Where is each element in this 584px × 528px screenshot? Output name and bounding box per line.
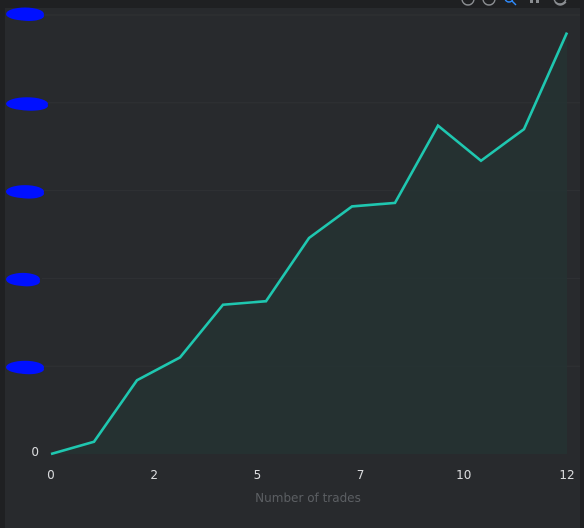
x-tick-label-7: 7 <box>357 468 365 482</box>
redacted-label-stroke-1 <box>14 364 44 375</box>
area-layer <box>51 32 567 455</box>
series-line <box>50 32 569 456</box>
data-point-6 <box>306 235 312 241</box>
x-tick-label-2: 2 <box>150 468 158 482</box>
data-point-12 <box>564 30 570 36</box>
data-point-10 <box>478 158 484 164</box>
reset-icon[interactable] <box>553 0 567 6</box>
pan-icon[interactable] <box>530 0 539 3</box>
data-point-3 <box>177 354 183 360</box>
data-point-1 <box>91 439 97 445</box>
data-point-2 <box>134 377 140 383</box>
x-tick-label-5: 5 <box>254 468 262 482</box>
x-axis-title: Number of trades <box>255 491 361 505</box>
data-point-11 <box>521 126 527 132</box>
redacted-y-labels <box>6 7 48 375</box>
data-point-4 <box>220 302 226 308</box>
x-axis-ticks: 0 2 5 7 10 12 <box>47 468 574 482</box>
zoom-out-icon[interactable] <box>482 0 496 6</box>
redacted-label-stroke-3 <box>14 188 44 199</box>
chart-toolbar <box>461 0 567 6</box>
data-point-7 <box>349 203 355 209</box>
data-point-9 <box>435 123 441 129</box>
line-layer <box>50 32 569 456</box>
data-point-8 <box>392 200 398 206</box>
area-fill <box>51 32 567 455</box>
redacted-label-stroke-2 <box>14 276 40 287</box>
redacted-label-stroke-4 <box>14 100 48 111</box>
x-tick-label-12: 12 <box>559 468 574 482</box>
x-tick-label-0: 0 <box>47 468 55 482</box>
y-axis-ticks: 0 <box>31 445 39 459</box>
x-tick-label-10: 10 <box>456 468 471 482</box>
search-icon[interactable] <box>504 0 517 6</box>
data-point-0 <box>48 451 54 457</box>
y-tick-label-0: 0 <box>31 445 39 459</box>
zoom-in-icon[interactable] <box>461 0 475 6</box>
data-point-5 <box>263 298 269 304</box>
redacted-label-stroke-5 <box>14 11 44 21</box>
